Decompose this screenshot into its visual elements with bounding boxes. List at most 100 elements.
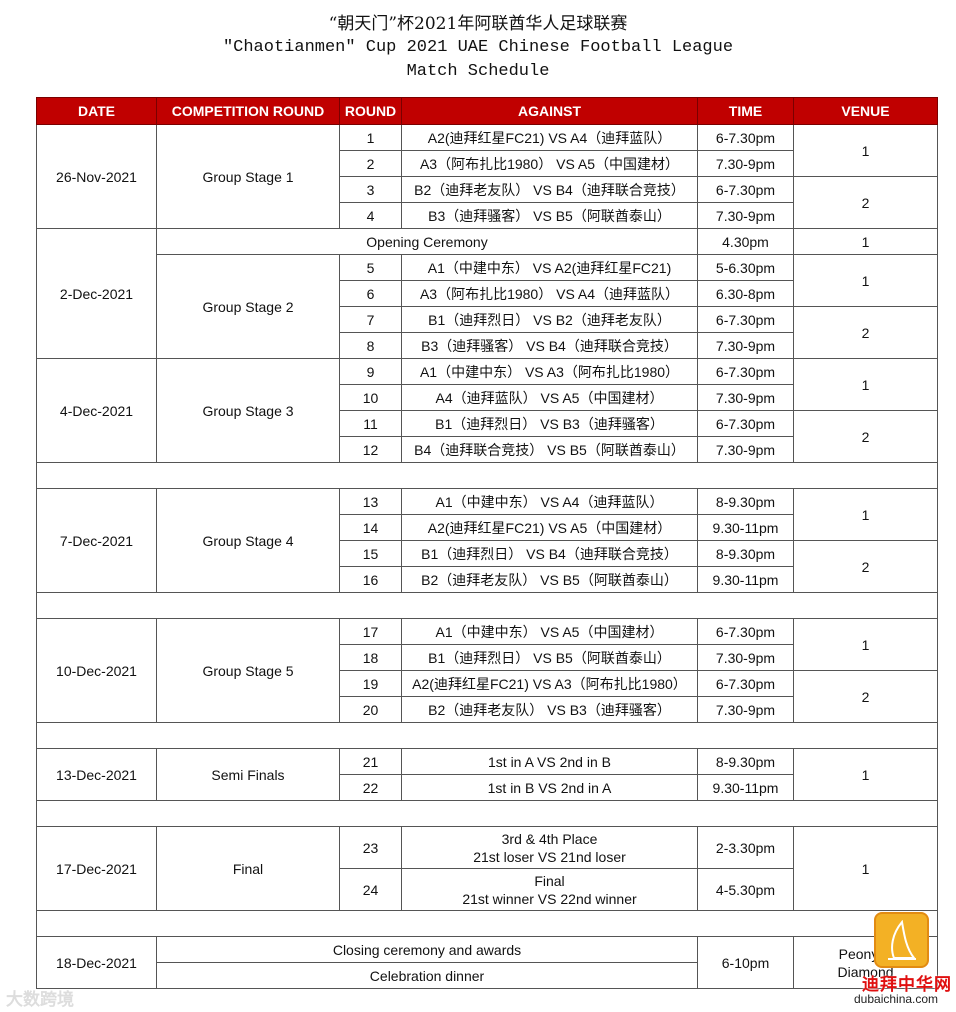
spacer-row xyxy=(36,722,938,749)
match-row: 12 B4（迪拜联合竞技） VS B5（阿联酋泰山） 7.30-9pm xyxy=(37,436,938,463)
time-cell: 7.30-9pm xyxy=(697,436,794,463)
time-value: 6-10pm xyxy=(721,954,770,971)
venue-cell: 2 xyxy=(793,410,938,463)
against-cell: A2(迪拜红星FC21) VS A5（中国建材） xyxy=(401,514,698,541)
against-line: A2(迪拜红星FC21) VS A5（中国建材） xyxy=(427,519,672,536)
against-cell: B1（迪拜烈日） VS B2（迪拜老友队） xyxy=(401,306,698,333)
against-line: B4（迪拜联合竞技） VS B5（阿联酋泰山） xyxy=(414,441,685,458)
time-value: 6-7.30pm xyxy=(715,181,776,198)
against-line: 1st in B VS 2nd in A xyxy=(487,779,612,796)
time-cell: 6-7.30pm xyxy=(697,618,794,645)
time-cell: 7.30-9pm xyxy=(697,150,794,177)
venue-value: 1 xyxy=(861,272,870,289)
venue-cell: 1 xyxy=(793,228,938,255)
venue-value: 2 xyxy=(861,194,870,211)
against-line: B1（迪拜烈日） VS B3（迪拜骚客） xyxy=(435,415,664,432)
spacer-cell xyxy=(36,910,938,937)
venue-cell: 2 xyxy=(793,540,938,593)
header-round: ROUND xyxy=(339,97,402,125)
header-date: DATE xyxy=(36,97,157,125)
time-cell: 8-9.30pm xyxy=(697,540,794,567)
against-cell: 3rd & 4th Place 21st loser VS 21nd loser xyxy=(401,826,698,869)
sail-logo-icon xyxy=(874,912,929,968)
against-cell: B2（迪拜老友队） VS B3（迪拜骚客） xyxy=(401,696,698,723)
venue-value: 2 xyxy=(861,324,870,341)
date-cell: 7-Dec-2021 xyxy=(36,488,157,593)
venue-cell: 2 xyxy=(793,670,938,723)
against-cell: Final 21st winner VS 22nd winner xyxy=(401,868,698,911)
against-line: A3（阿布扎比1980） VS A4（迪拜蓝队） xyxy=(419,285,680,302)
against-line: B1（迪拜烈日） VS B4（迪拜联合竞技） xyxy=(421,545,678,562)
watermark-right-url: dubaichina.com xyxy=(854,992,939,1006)
against-cell: A2(迪拜红星FC21) VS A3（阿布扎比1980） xyxy=(401,670,698,697)
competition-round-cell: Group Stage 1 xyxy=(156,124,340,229)
time-value: 4.30pm xyxy=(722,233,769,250)
time-value: 6-7.30pm xyxy=(715,675,776,692)
against-cell: A1（中建中东） VS A5（中国建材） xyxy=(401,618,698,645)
round-number-cell: 15 xyxy=(339,540,402,567)
match-row: 18 B1（迪拜烈日） VS B5（阿联酋泰山） 7.30-9pm xyxy=(37,644,938,671)
match-row: 3 B2（迪拜老友队） VS B4（迪拜联合竞技） 6-7.30pm 2 xyxy=(37,176,938,229)
event-row: 2-Dec-2021 Opening Ceremony 4.30pm 1 xyxy=(36,228,938,359)
time-cell: 6-10pm xyxy=(697,936,794,989)
venue-cell: 1 xyxy=(793,254,938,307)
round-number-cell: 3 xyxy=(339,176,402,203)
against-line-2: 21st winner VS 22nd winner xyxy=(462,890,637,907)
time-value: 6-7.30pm xyxy=(715,623,776,640)
match-row: Group Stage 2 5 A1（中建中东） VS A2(迪拜红星FC21) 5-… xyxy=(37,254,938,359)
match-row: 19 A2(迪拜红星FC21) VS A3（阿布扎比1980） 6-7.30pm 2 xyxy=(37,670,938,723)
against-cell: B1（迪拜烈日） VS B4（迪拜联合竞技） xyxy=(401,540,698,567)
time-cell: 6-7.30pm xyxy=(697,306,794,333)
time-cell: 7.30-9pm xyxy=(697,202,794,229)
against-line: A2(迪拜红星FC21) VS A4（迪拜蓝队） xyxy=(427,129,672,146)
against-line: B1（迪拜烈日） VS B5（阿联酋泰山） xyxy=(428,649,671,666)
watermark-right: 迪拜中华网 dubaichina.com xyxy=(854,912,952,1010)
venue-cell: 1 xyxy=(793,618,938,671)
header-time: TIME xyxy=(697,97,794,125)
title-chinese: “朝天门”杯2021年阿联酋华人足球联赛 xyxy=(328,14,628,34)
against-line: B2（迪拜老友队） VS B5（阿联酋泰山） xyxy=(421,571,678,588)
header-competition-round: COMPETITION ROUND xyxy=(156,97,340,125)
venue-value: 2 xyxy=(861,688,870,705)
round-number-cell: 16 xyxy=(339,566,402,593)
round-number-cell: 24 xyxy=(339,868,402,911)
against-line: A1（中建中东） VS A3（阿布扎比1980） xyxy=(419,363,680,380)
time-value: 2-3.30pm xyxy=(715,839,776,856)
time-value: 7.30-9pm xyxy=(715,337,776,354)
time-value: 7.30-9pm xyxy=(715,649,776,666)
against-line: 3rd & 4th Place xyxy=(501,830,598,847)
header-against: AGAINST xyxy=(401,97,698,125)
venue-value: 1 xyxy=(861,766,870,783)
round-number-cell: 5 xyxy=(339,254,402,281)
venue-value: 1 xyxy=(861,860,870,877)
time-value: 7.30-9pm xyxy=(715,389,776,406)
round-number-cell: 6 xyxy=(339,280,402,307)
competition-round-cell: Group Stage 5 xyxy=(156,618,340,723)
match-row: 11 B1（迪拜烈日） VS B3（迪拜骚客） 6-7.30pm 2 xyxy=(37,410,938,463)
match-row: 14 A2(迪拜红星FC21) VS A5（中国建材） 9.30-11pm xyxy=(37,514,938,541)
round-number-cell: 12 xyxy=(339,436,402,463)
time-value: 9.30-11pm xyxy=(712,519,779,536)
date-cell: 4-Dec-2021 xyxy=(36,358,157,463)
time-cell: 6-7.30pm xyxy=(697,410,794,437)
time-value: 6.30-8pm xyxy=(715,285,776,302)
round-number-cell: 11 xyxy=(339,410,402,437)
against-cell: 1st in A VS 2nd in B xyxy=(401,748,698,775)
spacer-cell xyxy=(36,722,938,749)
against-line: B3（迪拜骚客） VS B4（迪拜联合竞技） xyxy=(421,337,678,354)
venue-value: 1 xyxy=(861,636,870,653)
time-cell: 8-9.30pm xyxy=(697,488,794,515)
date-cell: 10-Dec-2021 xyxy=(36,618,157,723)
against-cell: 1st in B VS 2nd in A xyxy=(401,774,698,801)
round-number-cell: 18 xyxy=(339,644,402,671)
time-value: 7.30-9pm xyxy=(715,155,776,172)
venue-cell: 1 xyxy=(793,826,938,911)
against-cell: B1（迪拜烈日） VS B5（阿联酋泰山） xyxy=(401,644,698,671)
time-cell: 6-7.30pm xyxy=(697,358,794,385)
venue-value: 1 xyxy=(861,506,870,523)
time-cell: 6.30-8pm xyxy=(697,280,794,307)
time-cell: 7.30-9pm xyxy=(697,696,794,723)
time-value: 6-7.30pm xyxy=(715,363,776,380)
against-line: B2（迪拜老友队） VS B3（迪拜骚客） xyxy=(428,701,671,718)
time-value: 8-9.30pm xyxy=(715,545,776,562)
